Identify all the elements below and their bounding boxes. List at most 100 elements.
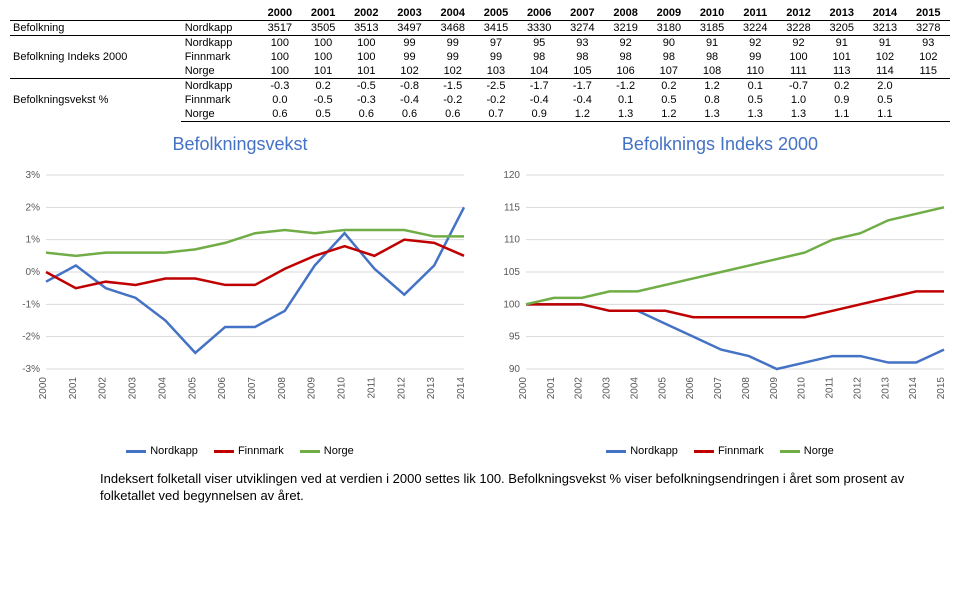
svg-text:-2%: -2% — [22, 332, 40, 343]
cell: 98 — [604, 50, 647, 64]
cell: 114 — [863, 64, 906, 79]
group-label: Befolkning — [10, 21, 181, 36]
year-header: 2014 — [863, 6, 906, 21]
cell: 0.6 — [431, 107, 474, 122]
cell: 102 — [388, 64, 431, 79]
cell: 0.8 — [690, 93, 733, 107]
cell: 0.6 — [345, 107, 388, 122]
cell: -2.5 — [474, 79, 517, 94]
cell: 102 — [863, 50, 906, 64]
legend-item: Norge — [300, 445, 354, 457]
cell: 105 — [561, 64, 604, 79]
cell: 99 — [388, 36, 431, 51]
legend-label: Nordkapp — [630, 445, 678, 457]
year-header: 2000 — [258, 6, 301, 21]
cell: 101 — [301, 64, 344, 79]
group-label: Befolkning Indeks 2000 — [10, 36, 181, 79]
cell: 0.5 — [734, 93, 777, 107]
cell: -0.4 — [518, 93, 561, 107]
cell: 99 — [474, 50, 517, 64]
cell: 100 — [345, 50, 388, 64]
footer-text: Indeksert folketall viser utviklingen ve… — [10, 471, 950, 505]
cell — [907, 93, 950, 107]
cell: -0.4 — [388, 93, 431, 107]
year-header: 2011 — [734, 6, 777, 21]
cell: 0.2 — [301, 79, 344, 94]
cell: 1.2 — [561, 107, 604, 122]
svg-text:2002: 2002 — [574, 377, 585, 400]
cell: 91 — [690, 36, 733, 51]
vekst-chart-svg: -3%-2%-1%0%1%2%3%20002001200220032004200… — [10, 159, 470, 439]
cell: 98 — [561, 50, 604, 64]
svg-text:2005: 2005 — [657, 377, 668, 400]
cell: 99 — [734, 50, 777, 64]
legend-label: Norge — [324, 445, 354, 457]
cell: 99 — [431, 36, 474, 51]
svg-text:100: 100 — [503, 299, 520, 310]
cell: 107 — [647, 64, 690, 79]
legend-item: Finnmark — [214, 445, 284, 457]
cell — [907, 107, 950, 122]
svg-text:2003: 2003 — [128, 377, 139, 400]
group-label: Befolkningsvekst % — [10, 79, 181, 122]
legend-item: Nordkapp — [606, 445, 678, 457]
cell: -0.2 — [474, 93, 517, 107]
svg-text:2001: 2001 — [546, 377, 557, 400]
svg-text:2009: 2009 — [769, 377, 780, 400]
cell: 0.5 — [301, 107, 344, 122]
svg-text:0%: 0% — [26, 267, 41, 278]
svg-text:2010: 2010 — [337, 377, 348, 400]
svg-text:2007: 2007 — [247, 377, 258, 400]
cell: 3274 — [561, 21, 604, 36]
year-header: 2010 — [690, 6, 733, 21]
cell: -0.8 — [388, 79, 431, 94]
year-header: 2005 — [474, 6, 517, 21]
svg-text:2006: 2006 — [685, 377, 696, 400]
year-header: 2004 — [431, 6, 474, 21]
cell: 1.2 — [690, 79, 733, 94]
cell: 100 — [258, 50, 301, 64]
year-header: 2015 — [907, 6, 950, 21]
vekst-legend: Nordkapp Finnmark Norge — [10, 445, 470, 457]
svg-text:-1%: -1% — [22, 299, 40, 310]
cell: 1.1 — [863, 107, 906, 122]
cell: 92 — [604, 36, 647, 51]
cell: 102 — [907, 50, 950, 64]
cell: 3415 — [474, 21, 517, 36]
cell: -1.5 — [431, 79, 474, 94]
indeks-chart-svg: 9095100105110115120200020012002200320042… — [490, 159, 950, 439]
cell: 100 — [345, 36, 388, 51]
legend-label: Nordkapp — [150, 445, 198, 457]
cell: 98 — [647, 50, 690, 64]
svg-text:2004: 2004 — [629, 377, 640, 400]
svg-text:2000: 2000 — [518, 377, 529, 400]
year-header: 2008 — [604, 6, 647, 21]
svg-text:2010: 2010 — [797, 377, 808, 400]
svg-text:105: 105 — [503, 267, 520, 278]
year-header: 2013 — [820, 6, 863, 21]
cell: -0.5 — [301, 93, 344, 107]
cell: 0.9 — [518, 107, 561, 122]
cell: 3497 — [388, 21, 431, 36]
cell: -1.7 — [518, 79, 561, 94]
svg-text:95: 95 — [509, 332, 521, 343]
cell: 92 — [777, 36, 820, 51]
vekst-chart: Befolkningsvekst -3%-2%-1%0%1%2%3%200020… — [10, 134, 470, 457]
cell: 3278 — [907, 21, 950, 36]
svg-text:2013: 2013 — [880, 377, 891, 400]
cell: 0.5 — [863, 93, 906, 107]
cell: 93 — [561, 36, 604, 51]
cell: 3228 — [777, 21, 820, 36]
cell: -0.4 — [561, 93, 604, 107]
legend-label: Finnmark — [238, 445, 284, 457]
region-label: Finnmark — [181, 93, 259, 107]
cell: 0.5 — [647, 93, 690, 107]
region-label: Norge — [181, 64, 259, 79]
svg-text:115: 115 — [504, 202, 520, 213]
legend-item: Norge — [780, 445, 834, 457]
cell: 1.1 — [820, 107, 863, 122]
region-label: Norge — [181, 107, 259, 122]
cell: 3224 — [734, 21, 777, 36]
svg-text:2000: 2000 — [38, 377, 49, 400]
cell: 106 — [604, 64, 647, 79]
